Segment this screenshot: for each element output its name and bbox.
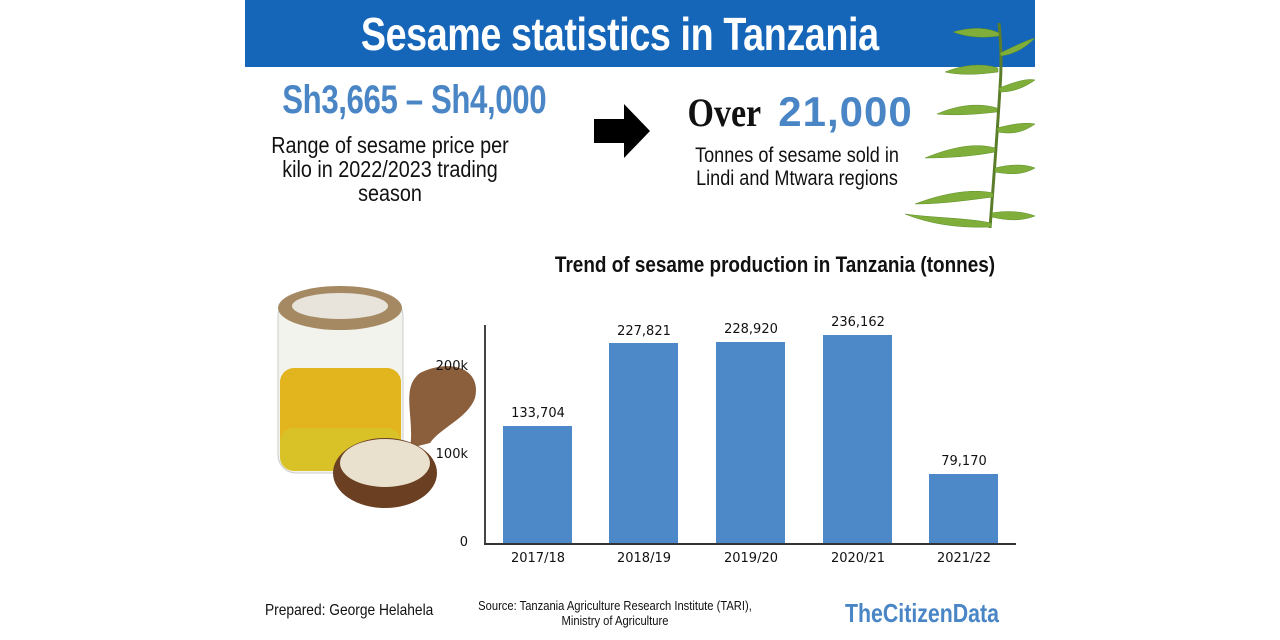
source-line2: Ministry of Agriculture (561, 613, 669, 628)
bar-value-label: 236,162 (831, 315, 885, 330)
prepared-by: Prepared: George Helahela (265, 602, 434, 619)
x-tick-label: 2018/19 (616, 551, 671, 566)
sales-description-line1: Tonnes of sesame sold in (695, 144, 899, 167)
sales-prefix: Over (687, 90, 762, 135)
sesame-plant-icon (905, 22, 1035, 228)
y-axis (484, 325, 486, 544)
y-tick: 100k (435, 447, 468, 462)
infographic: Sesame statistics in Tanzania Sh3,665 – … (245, 0, 1035, 640)
bar-value-label: 228,920 (724, 322, 778, 337)
sales-stat: Over 21,000 Tonnes of sesame sold in Lin… (677, 88, 917, 190)
chart-title: Trend of sesame production in Tanzania (… (554, 252, 996, 277)
source-credit: Source: Tanzania Agriculture Research In… (477, 598, 752, 628)
sales-description: Tonnes of sesame sold in Lindi and Mtwar… (694, 144, 900, 190)
x-tick-label: 2021/22 (936, 551, 991, 566)
bar-2017-18 (503, 426, 572, 543)
bar-chart: 0 100k 200k 133,704 2017/18 227,821 2018… (245, 0, 1035, 640)
price-range-description: Range of sesame price per kilo in 2022/2… (271, 132, 509, 206)
bar-value-label: 133,704 (511, 406, 565, 421)
x-axis (484, 543, 1016, 545)
y-tick: 0 (459, 535, 468, 550)
bar-2019-20 (716, 342, 785, 543)
source-line1: Source: Tanzania Agriculture Research In… (478, 598, 752, 613)
bar-value-label: 79,170 (941, 454, 987, 469)
x-tick-label: 2017/18 (510, 551, 565, 566)
sales-value: 21,000 (778, 88, 913, 135)
header-banner: Sesame statistics in Tanzania (245, 0, 1035, 67)
sesame-oil-jar-icon (277, 286, 476, 508)
y-tick: 200k (435, 359, 468, 374)
bar-2021-22 (929, 474, 998, 543)
bar-value-label: 227,821 (617, 324, 671, 339)
page-title: Sesame statistics in Tanzania (361, 7, 879, 60)
bar-2018-19 (609, 343, 678, 543)
brand-logo: TheCitizenData (845, 598, 1000, 628)
x-tick-label: 2020/21 (830, 551, 885, 566)
price-stat: Sh3,665 – Sh4,000 Range of sesame price … (245, 78, 546, 206)
x-tick-label: 2019/20 (723, 551, 778, 566)
arrow-right-icon (594, 104, 650, 158)
sales-description-line2: Lindi and Mtwara regions (696, 167, 898, 190)
price-range-value: Sh3,665 – Sh4,000 (282, 78, 547, 122)
bar-2020-21 (823, 335, 892, 543)
